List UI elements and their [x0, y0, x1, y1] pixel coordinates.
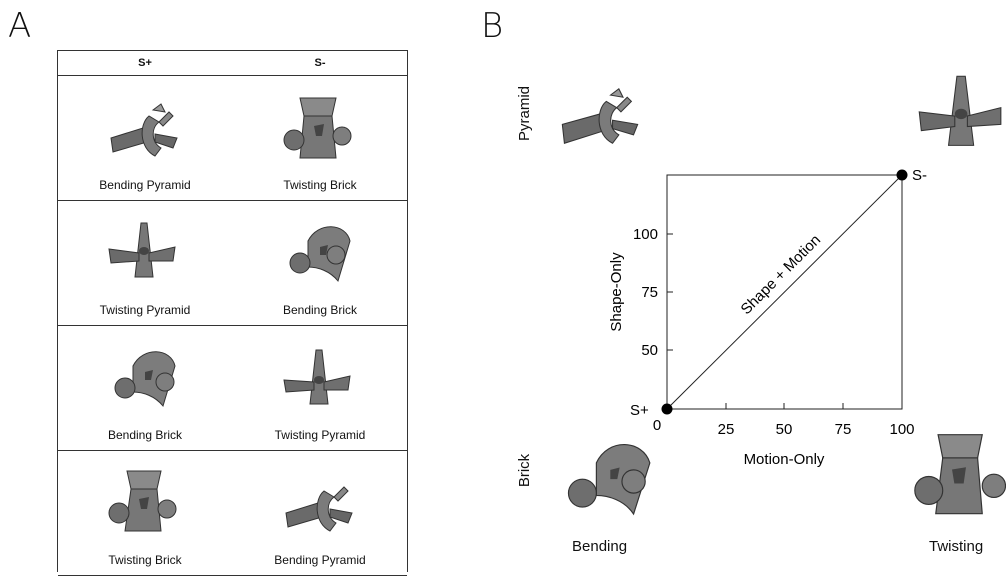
col-label-twisting: Twisting: [929, 538, 984, 555]
stimulus-label: Twisting Pyramid: [99, 303, 191, 317]
stimulus-label: Twisting Brick: [283, 178, 357, 192]
table-row: Bending Brick Twisting Pyramid: [58, 326, 407, 451]
col-label-bending: Bending: [572, 538, 628, 555]
s-plus-point: [661, 403, 673, 415]
s-minus-label: S-: [912, 167, 927, 184]
twisting-pyramid-icon: [283, 349, 351, 405]
shape-motion-diagonal: [666, 174, 903, 410]
stimulus-label: Bending Pyramid: [274, 553, 366, 567]
y-tick-label: 75: [641, 284, 658, 301]
y-tick-label: 50: [641, 342, 658, 359]
diagonal-label: Shape + Motion: [738, 232, 825, 319]
bending-brick-icon: [289, 226, 351, 283]
bending-brick-icon: [114, 351, 176, 408]
twisting-brick-icon: [283, 97, 352, 159]
stimulus-table: S+ S- Bending Pyramid Twisting Brick: [57, 50, 408, 576]
bending-pyramid-icon: [110, 103, 178, 157]
x-tick-label: 100: [889, 421, 914, 438]
table-cell: Bending Brick: [58, 326, 232, 450]
table-cell: Bending Brick: [233, 201, 407, 325]
bending-pyramid-icon: [561, 88, 639, 144]
twisting-pyramid-icon: [918, 75, 1002, 146]
table-cell: Bending Pyramid: [58, 76, 232, 200]
header-s-minus: S-: [314, 57, 326, 69]
x-tick-label: 75: [835, 421, 852, 438]
table-cell: Twisting Brick: [233, 76, 407, 200]
s-minus-point: [896, 169, 908, 181]
table-row: Bending Pyramid Twisting Brick: [58, 76, 407, 201]
x-tick-label: 50: [776, 421, 793, 438]
table-header: S+ S-: [58, 51, 407, 76]
stimulus-label: Bending Pyramid: [99, 178, 191, 192]
stimulus-label: Twisting Brick: [108, 553, 182, 567]
x-tick-label: 25: [718, 421, 735, 438]
x-axis-label: Motion-Only: [744, 451, 825, 468]
y-axis-label: Shape-Only: [608, 252, 625, 332]
twisting-pyramid-icon: [108, 222, 176, 278]
table-cell: Twisting Pyramid: [233, 326, 407, 450]
shape-motion-plot: 100 75 50 100 0 25 50 75 100 S+ S- Shape…: [608, 167, 927, 468]
table-cell: Twisting Pyramid: [58, 201, 232, 325]
header-s-plus: S+: [138, 57, 152, 69]
twisting-brick-icon: [108, 470, 177, 532]
table-cell: Twisting Brick: [58, 451, 232, 575]
row-label-brick: Brick: [516, 453, 534, 488]
table-row: Twisting Pyramid Bending Brick: [58, 201, 407, 326]
bending-pyramid-icon: [285, 486, 353, 532]
stimulus-label: Twisting Pyramid: [274, 428, 366, 442]
y-tick-label: 100: [633, 226, 658, 243]
bending-brick-icon: [567, 443, 651, 516]
row-label-pyramid: Pyramid: [516, 85, 534, 142]
panel-b-letter: B: [481, 6, 504, 46]
stimulus-label: Bending Brick: [282, 303, 358, 317]
twisting-brick-icon: [914, 434, 1006, 515]
table-row: Twisting Brick Bending Pyramid: [58, 451, 407, 576]
x-tick-label: 0: [653, 417, 661, 434]
stimulus-label: Bending Brick: [107, 428, 183, 442]
table-cell: Bending Pyramid: [233, 451, 407, 575]
panel-a-letter: A: [8, 6, 32, 46]
s-plus-label: S+: [630, 402, 649, 419]
